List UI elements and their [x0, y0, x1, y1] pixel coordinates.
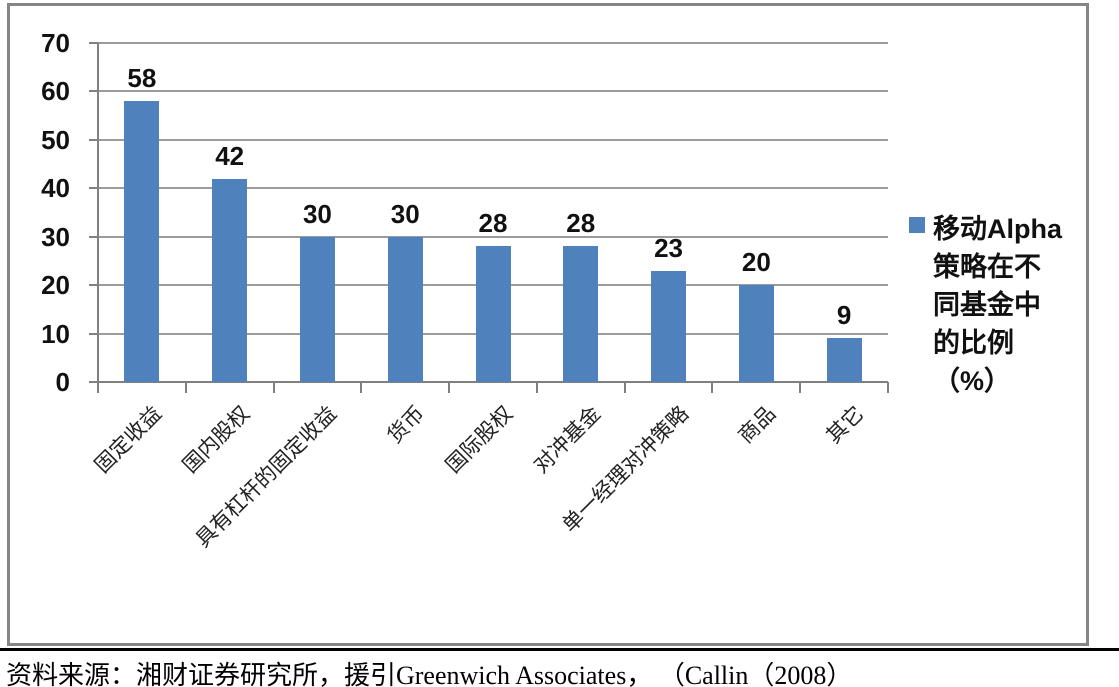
y-axis — [97, 43, 99, 393]
legend-swatch-icon — [909, 217, 925, 233]
y-axis-label: 70 — [41, 28, 70, 58]
y-tick — [89, 235, 98, 238]
bar — [826, 338, 862, 382]
y-axis-label: 60 — [41, 76, 70, 107]
y-tick — [89, 90, 98, 93]
x-tick — [711, 382, 714, 393]
legend-text-line: 的比例 — [933, 328, 1014, 358]
x-axis-label: 其它 — [822, 402, 869, 448]
legend-text-line: 移动Alpha — [933, 214, 1063, 244]
bar-value-label: 30 — [302, 198, 332, 229]
gridline — [98, 90, 888, 93]
x-axis-label: 货币 — [383, 402, 430, 448]
bar-value-label: 42 — [215, 140, 245, 171]
y-tick — [89, 332, 98, 335]
bar-value-label: 20 — [741, 247, 771, 278]
x-tick — [535, 382, 538, 393]
x-tick — [360, 382, 363, 393]
x-tick — [448, 382, 451, 393]
bar-value-label: 28 — [566, 208, 596, 239]
x-axis-label: 国际股权 — [441, 402, 518, 478]
bar-value-label: 23 — [654, 232, 683, 263]
bar — [387, 236, 423, 382]
x-axis-label: 商品 — [734, 402, 781, 448]
bar — [651, 270, 687, 382]
y-tick — [89, 187, 98, 190]
y-axis-label: 0 — [55, 367, 70, 397]
bar-value-label: 58 — [127, 63, 157, 94]
y-axis-label: 30 — [41, 221, 70, 252]
bar-value-label: 30 — [390, 198, 420, 229]
y-tick — [89, 381, 98, 383]
x-tick — [623, 382, 626, 393]
bar — [563, 246, 599, 382]
bar — [212, 178, 248, 382]
y-axis-label: 20 — [41, 270, 70, 301]
x-tick — [272, 382, 275, 393]
bar — [299, 236, 335, 382]
x-axis-label: 对冲基金 — [529, 402, 606, 478]
x-tick — [184, 382, 187, 393]
x-tick — [887, 382, 889, 393]
x-tick — [799, 382, 802, 393]
gridline — [98, 187, 888, 190]
chart-frame — [7, 3, 1089, 646]
bar-value-label: 28 — [478, 208, 508, 239]
y-tick — [89, 138, 98, 141]
y-axis-label: 40 — [41, 173, 70, 204]
source-text: 资料来源：湘财证券研究所，援引Greenwich Associates， （Ca… — [6, 661, 853, 687]
legend-text-line: 策略在不 — [933, 252, 1041, 282]
y-axis-label: 50 — [41, 124, 70, 155]
y-tick — [89, 42, 98, 44]
x-tick — [97, 382, 99, 393]
bar — [124, 101, 160, 382]
y-tick — [89, 284, 98, 287]
gridline — [98, 42, 888, 44]
y-axis-label: 10 — [41, 318, 70, 349]
bar-value-label: 9 — [836, 300, 852, 331]
gridline — [98, 235, 888, 238]
legend-label: 移动Alpha 策略在不同基金中的比例 （%） — [933, 210, 1083, 400]
gridline — [98, 138, 888, 141]
x-axis — [98, 381, 888, 383]
x-axis-label: 固定收益 — [90, 402, 167, 478]
bar — [738, 285, 774, 382]
legend-text-line: 同基金中 — [933, 290, 1041, 320]
source-footer: 资料来源：湘财证券研究所，援引Greenwich Associates， （Ca… — [0, 648, 1119, 687]
x-axis-label: 国内股权 — [178, 402, 254, 478]
bar — [475, 246, 511, 382]
legend-text-line: （%） — [933, 366, 1012, 396]
